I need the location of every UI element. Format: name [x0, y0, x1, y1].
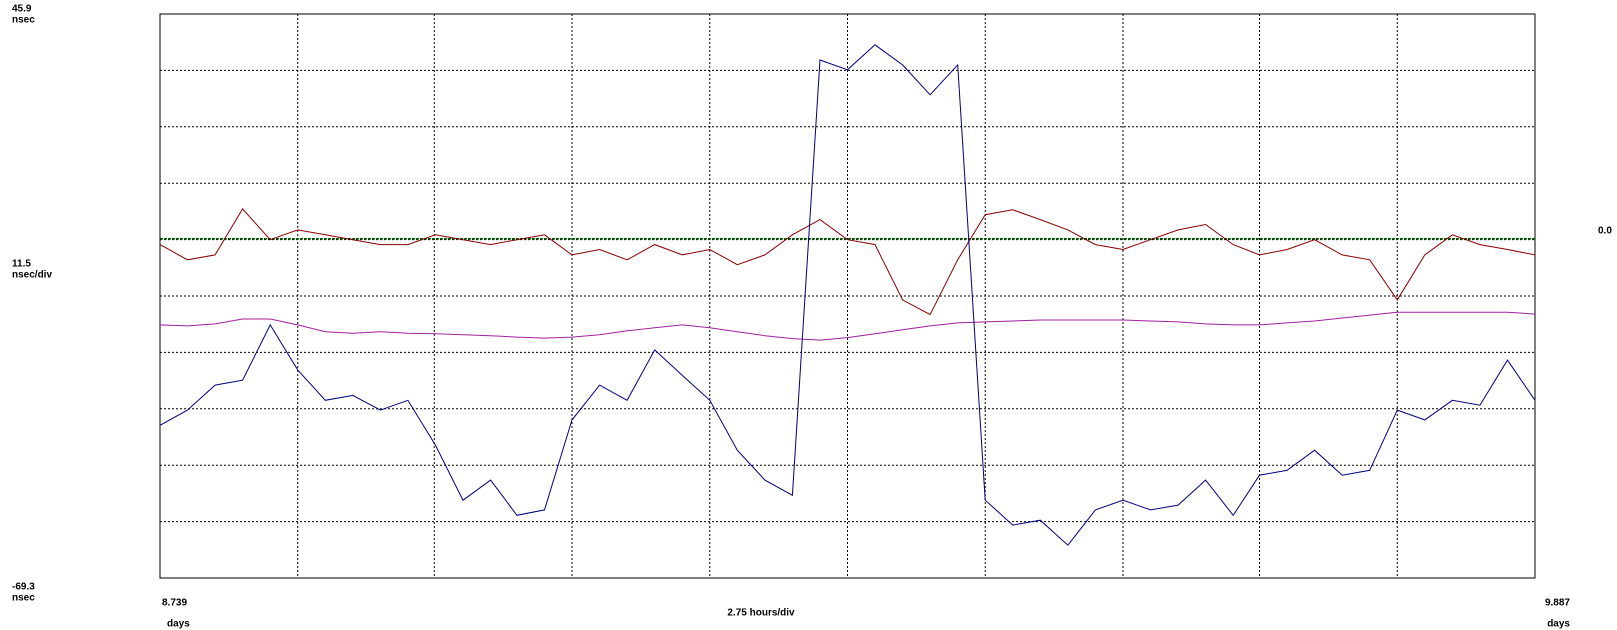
x-tick-label: 9.887: [1545, 598, 1570, 609]
y-tick-label: 45.9: [12, 4, 32, 15]
x-tick-label: 8.739: [162, 598, 187, 609]
y-unit: nsec: [12, 593, 35, 604]
y-division-unit: nsec/div: [12, 270, 52, 281]
y-division: 11.5: [12, 259, 31, 270]
y-tick-label: -69.3: [12, 582, 35, 593]
series-line: [159, 311, 1536, 341]
x-division: 2.75 hours/div: [727, 608, 795, 619]
series-line: [159, 208, 1536, 316]
x-unit: days: [1547, 619, 1570, 630]
series-line: [159, 44, 1536, 546]
y-unit: nsec: [12, 15, 35, 26]
x-unit: days: [167, 619, 190, 630]
reference-label: 0.0: [1598, 225, 1612, 236]
